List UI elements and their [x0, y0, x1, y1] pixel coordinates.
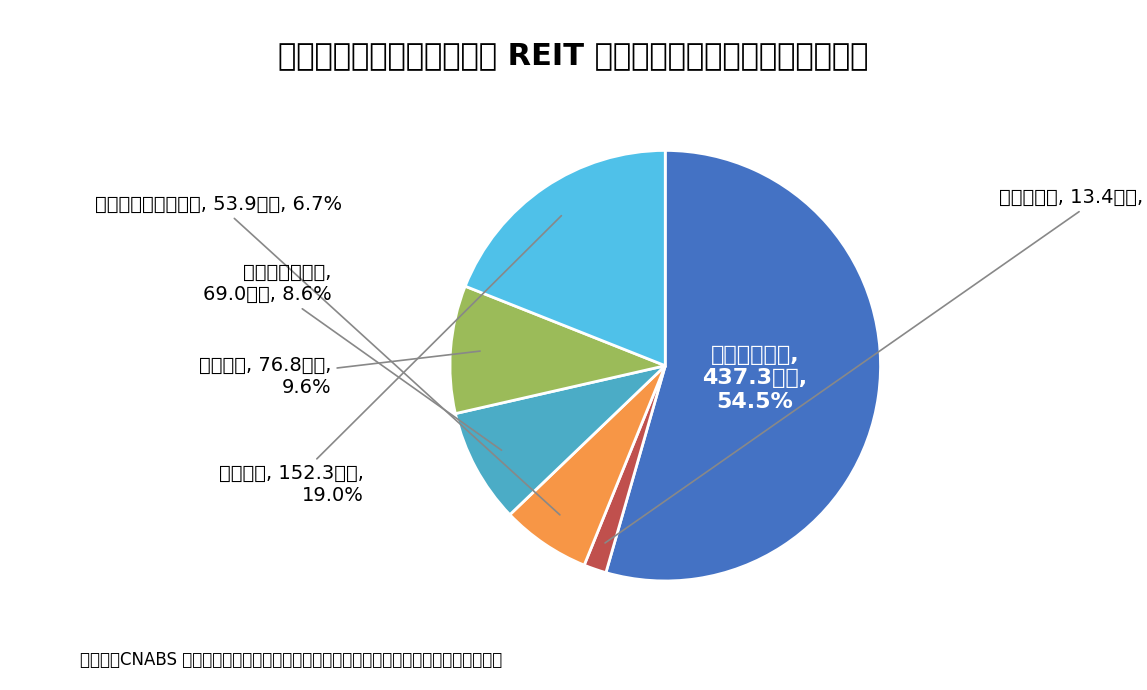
Text: （資料）CNABS 中国資産証券化分析網の公表データを基にニッセイ基礎研究所で作成。: （資料）CNABS 中国資産証券化分析網の公表データを基にニッセイ基礎研究所で作…	[80, 651, 502, 669]
Text: 交通インフラ,
437.3億元,
54.5%: 交通インフラ, 437.3億元, 54.5%	[702, 345, 807, 412]
Text: 倉庫物流, 76.8億元,
9.6%: 倉庫物流, 76.8億元, 9.6%	[200, 351, 481, 397]
Wedge shape	[510, 366, 665, 565]
Wedge shape	[606, 150, 881, 581]
Text: 保障性賃貸住宅,
69.0億元, 8.6%: 保障性賃貸住宅, 69.0億元, 8.6%	[203, 264, 501, 450]
Text: 図表１　中国インフラ公募 REIT 用途別構成比（発行規模ベース）: 図表１ 中国インフラ公募 REIT 用途別構成比（発行規模ベース）	[279, 41, 868, 70]
Wedge shape	[466, 150, 665, 366]
Wedge shape	[584, 366, 665, 573]
Text: エネルギーインフラ, 53.9億元, 6.7%: エネルギーインフラ, 53.9億元, 6.7%	[95, 195, 560, 515]
Wedge shape	[455, 366, 665, 515]
Text: 産業園区, 152.3億元,
19.0%: 産業園区, 152.3億元, 19.0%	[219, 216, 561, 504]
Wedge shape	[450, 286, 665, 413]
Text: 廃棄物処理, 13.4億元, 1.7%: 廃棄物処理, 13.4億元, 1.7%	[606, 188, 1147, 543]
